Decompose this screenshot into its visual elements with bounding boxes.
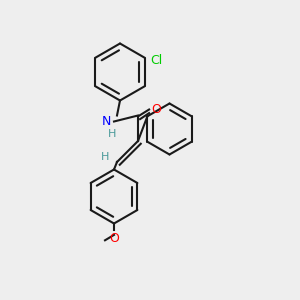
Text: H: H	[101, 152, 110, 163]
Text: H: H	[108, 129, 117, 139]
Text: O: O	[152, 103, 161, 116]
Text: O: O	[109, 232, 119, 245]
Text: N: N	[102, 115, 111, 128]
Text: Cl: Cl	[151, 54, 163, 67]
